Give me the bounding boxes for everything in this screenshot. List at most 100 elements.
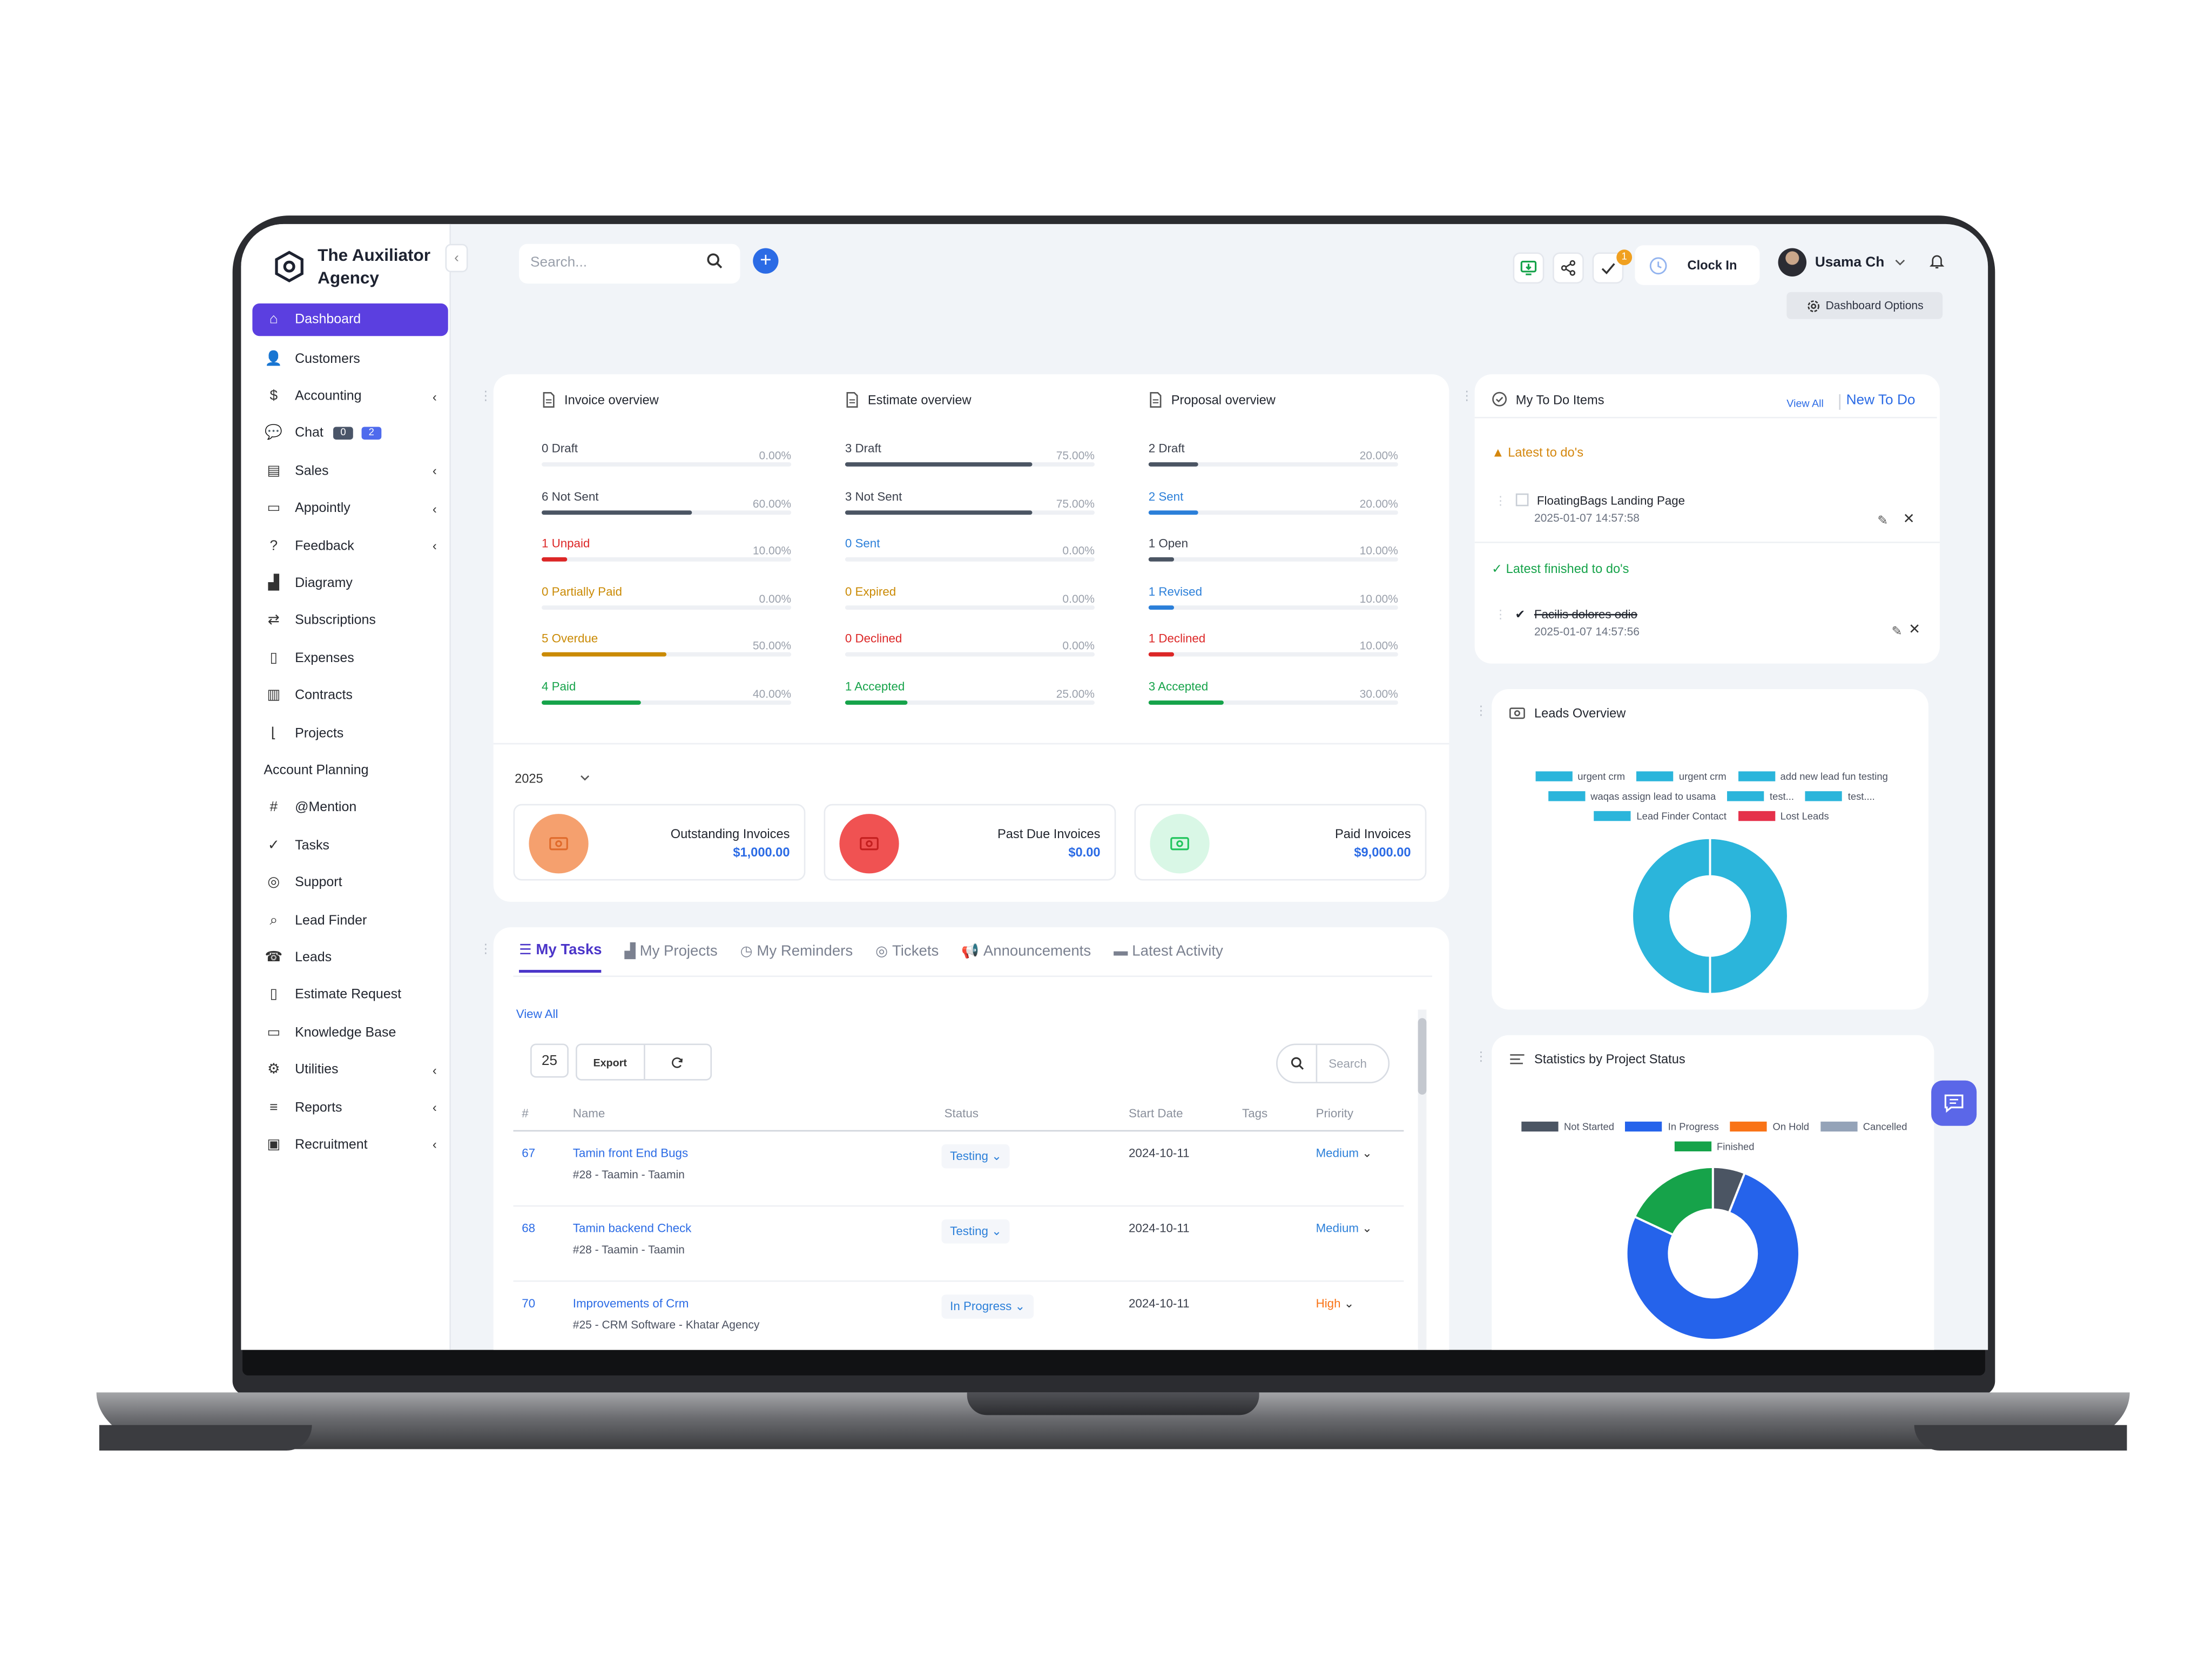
invoice-summary-card[interactable]: Paid Invoices $9,000.00 bbox=[1134, 804, 1427, 881]
donut-slice-urgent-crm[interactable] bbox=[1709, 837, 1789, 995]
chevron-left-icon[interactable]: ‹ bbox=[432, 1063, 437, 1077]
table-header-cell[interactable]: Name bbox=[572, 1105, 605, 1121]
quick-add-button[interactable]: + bbox=[753, 248, 779, 274]
task-status-dropdown[interactable]: Testing ⌄ bbox=[941, 1144, 1010, 1169]
search-icon[interactable] bbox=[706, 252, 724, 269]
donut-slice-finished[interactable] bbox=[1633, 1165, 1714, 1237]
overview-stat-row[interactable]: 1 Accepted 25.00% bbox=[845, 678, 1095, 707]
legend-item[interactable]: test.... bbox=[1805, 791, 1875, 802]
overview-stat-row[interactable]: 2 Draft 20.00% bbox=[1148, 441, 1398, 470]
chevron-left-icon[interactable]: ‹ bbox=[432, 1137, 437, 1152]
tab-my-tasks[interactable]: ☰ My Tasks bbox=[518, 941, 602, 973]
close-icon[interactable]: ✕ bbox=[1908, 622, 1921, 638]
invoice-summary-card[interactable]: Outstanding Invoices $1,000.00 bbox=[513, 804, 806, 881]
invoice-summary-card[interactable]: Past Due Invoices $0.00 bbox=[824, 804, 1116, 881]
task-status-dropdown[interactable]: In Progress ⌄ bbox=[941, 1294, 1034, 1319]
sidebar-collapse-button[interactable]: ‹ bbox=[445, 244, 468, 273]
tab-latest-activity[interactable]: ▬ Latest Activity bbox=[1114, 941, 1223, 973]
edit-icon[interactable]: ✎ bbox=[1891, 624, 1903, 638]
sidebar-item-customers[interactable]: 👤 Customers bbox=[252, 340, 448, 377]
task-id[interactable]: 70 bbox=[522, 1296, 536, 1311]
legend-item[interactable]: Finished bbox=[1674, 1141, 1755, 1153]
drag-handle-icon[interactable]: ⋮ bbox=[1494, 606, 1507, 622]
overview-stat-row[interactable]: 3 Not Sent 75.00% bbox=[845, 489, 1095, 517]
task-name-link[interactable]: Tamin front End Bugs bbox=[572, 1145, 689, 1160]
overview-stat-row[interactable]: 2 Sent 20.00% bbox=[1148, 489, 1398, 517]
share-button[interactable] bbox=[1553, 252, 1584, 284]
overview-stat-row[interactable]: 6 Not Sent 60.00% bbox=[541, 489, 792, 517]
chat-floating-button[interactable] bbox=[1931, 1080, 1977, 1126]
legend-item[interactable]: waqas assign lead to usama bbox=[1548, 791, 1716, 802]
overview-stat-row[interactable]: 1 Unpaid 10.00% bbox=[541, 536, 792, 564]
table-header-cell[interactable]: Tags bbox=[1242, 1105, 1268, 1121]
donut-slice-in-progress[interactable] bbox=[1625, 1171, 1800, 1341]
sidebar-item-recruitment[interactable]: ▣ Recruitment ‹ bbox=[252, 1126, 448, 1163]
todo-checked-icon[interactable]: ✔ bbox=[1515, 606, 1526, 622]
sidebar-item-lead-finder[interactable]: ⌕ Lead Finder bbox=[252, 902, 448, 939]
overview-stat-row[interactable]: 3 Accepted 30.00% bbox=[1148, 678, 1398, 707]
drag-handle-icon[interactable]: ⋮ bbox=[1494, 493, 1507, 508]
year-select[interactable]: 2025 bbox=[515, 771, 543, 786]
overview-stat-row[interactable]: 1 Open 10.00% bbox=[1148, 536, 1398, 564]
overview-stat-row[interactable]: 5 Overdue 50.00% bbox=[541, 631, 792, 659]
brand[interactable]: The Auxiliator Agency bbox=[272, 244, 460, 289]
task-name-link[interactable]: Tamin backend Check bbox=[572, 1220, 692, 1235]
legend-item[interactable]: Cancelled bbox=[1820, 1121, 1907, 1133]
legend-item[interactable]: In Progress bbox=[1626, 1121, 1719, 1133]
sidebar-item-account-planning[interactable]: Account Planning bbox=[252, 752, 448, 789]
overview-stat-row[interactable]: 0 Expired 0.00% bbox=[845, 583, 1095, 612]
overview-stat-row[interactable]: 1 Revised 10.00% bbox=[1148, 583, 1398, 612]
task-priority-dropdown[interactable]: High ⌄ bbox=[1316, 1296, 1354, 1312]
tasks-view-all-link[interactable]: View All bbox=[516, 1007, 558, 1021]
sidebar-item-tasks[interactable]: ✓ Tasks bbox=[252, 827, 448, 864]
sidebar-item-accounting[interactable]: $ Accounting ‹ bbox=[252, 377, 448, 415]
edit-icon[interactable]: ✎ bbox=[1877, 513, 1889, 528]
sidebar-item-expenses[interactable]: ▯ Expenses bbox=[252, 639, 448, 677]
tasks-scrollbar-thumb[interactable] bbox=[1418, 1018, 1427, 1095]
page-length-select[interactable]: 25 bbox=[530, 1043, 569, 1078]
chevron-left-icon[interactable]: ‹ bbox=[432, 501, 437, 516]
export-button[interactable]: Export bbox=[577, 1045, 645, 1080]
dashboard-options-button[interactable]: Dashboard Options bbox=[1786, 292, 1943, 319]
sidebar-item-chat[interactable]: 💬 Chat 0 2 bbox=[252, 415, 448, 453]
task-status-dropdown[interactable]: Testing ⌄ bbox=[941, 1219, 1010, 1244]
sidebar-item-mention[interactable]: # @Mention bbox=[252, 790, 448, 827]
new-todo-link[interactable]: New To Do bbox=[1846, 393, 1916, 409]
tasks-scrollbar[interactable] bbox=[1418, 1009, 1427, 1350]
overview-stat-row[interactable]: 4 Paid 40.00% bbox=[541, 678, 792, 707]
table-header-cell[interactable]: Status bbox=[944, 1105, 979, 1121]
table-header-cell[interactable]: Priority bbox=[1316, 1105, 1354, 1121]
tasks-search-input[interactable]: Search bbox=[1276, 1043, 1390, 1083]
task-name-link[interactable]: Improvements of Crm bbox=[572, 1296, 689, 1311]
overview-stat-row[interactable]: 0 Declined 0.00% bbox=[845, 631, 1095, 659]
sidebar-item-support[interactable]: ◎ Support bbox=[252, 864, 448, 901]
refresh-button[interactable] bbox=[644, 1045, 710, 1079]
clock-in-button[interactable]: Clock In bbox=[1635, 245, 1760, 285]
overview-stat-row[interactable]: 3 Draft 75.00% bbox=[845, 441, 1095, 470]
legend-item[interactable]: urgent crm bbox=[1636, 771, 1727, 783]
todo-item[interactable]: ⋮ FloatingBags Landing Page 2025-01-07 1… bbox=[1494, 493, 1685, 524]
global-search-input[interactable]: Search... bbox=[518, 244, 740, 284]
legend-item[interactable]: test... bbox=[1727, 791, 1794, 802]
sidebar-item-utilities[interactable]: ⚙ Utilities ‹ bbox=[252, 1051, 448, 1089]
task-priority-dropdown[interactable]: Medium ⌄ bbox=[1316, 1146, 1372, 1162]
task-id[interactable]: 67 bbox=[522, 1145, 536, 1160]
sidebar-item-dashboard[interactable]: ⌂ Dashboard bbox=[252, 303, 448, 336]
overview-stat-row[interactable]: 1 Declined 10.00% bbox=[1148, 631, 1398, 659]
legend-item[interactable]: On Hold bbox=[1730, 1121, 1809, 1133]
overview-stat-row[interactable]: 0 Partially Paid 0.00% bbox=[541, 583, 792, 612]
sidebar-item-subscriptions[interactable]: ⇄ Subscriptions bbox=[252, 602, 448, 639]
todo-checkbox[interactable] bbox=[1515, 493, 1528, 507]
sidebar-item-appointly[interactable]: ▭ Appointly ‹ bbox=[252, 490, 448, 527]
sidebar-item-feedback[interactable]: ? Feedback ‹ bbox=[252, 528, 448, 565]
sidebar-item-sales[interactable]: ▤ Sales ‹ bbox=[252, 453, 448, 490]
legend-item[interactable]: Lost Leads bbox=[1737, 811, 1829, 822]
chevron-left-icon[interactable]: ‹ bbox=[432, 389, 437, 404]
todo-view-all-link[interactable]: View All bbox=[1786, 397, 1824, 410]
screen-share-button[interactable] bbox=[1513, 252, 1545, 284]
legend-item[interactable]: add new lead fun testing bbox=[1737, 771, 1888, 783]
bell-icon[interactable] bbox=[1928, 252, 1946, 269]
sidebar-item-leads[interactable]: ☎ Leads bbox=[252, 939, 448, 976]
table-header-cell[interactable]: Start Date bbox=[1129, 1105, 1183, 1121]
sidebar-item-reports[interactable]: ≡ Reports ‹ bbox=[252, 1089, 448, 1126]
